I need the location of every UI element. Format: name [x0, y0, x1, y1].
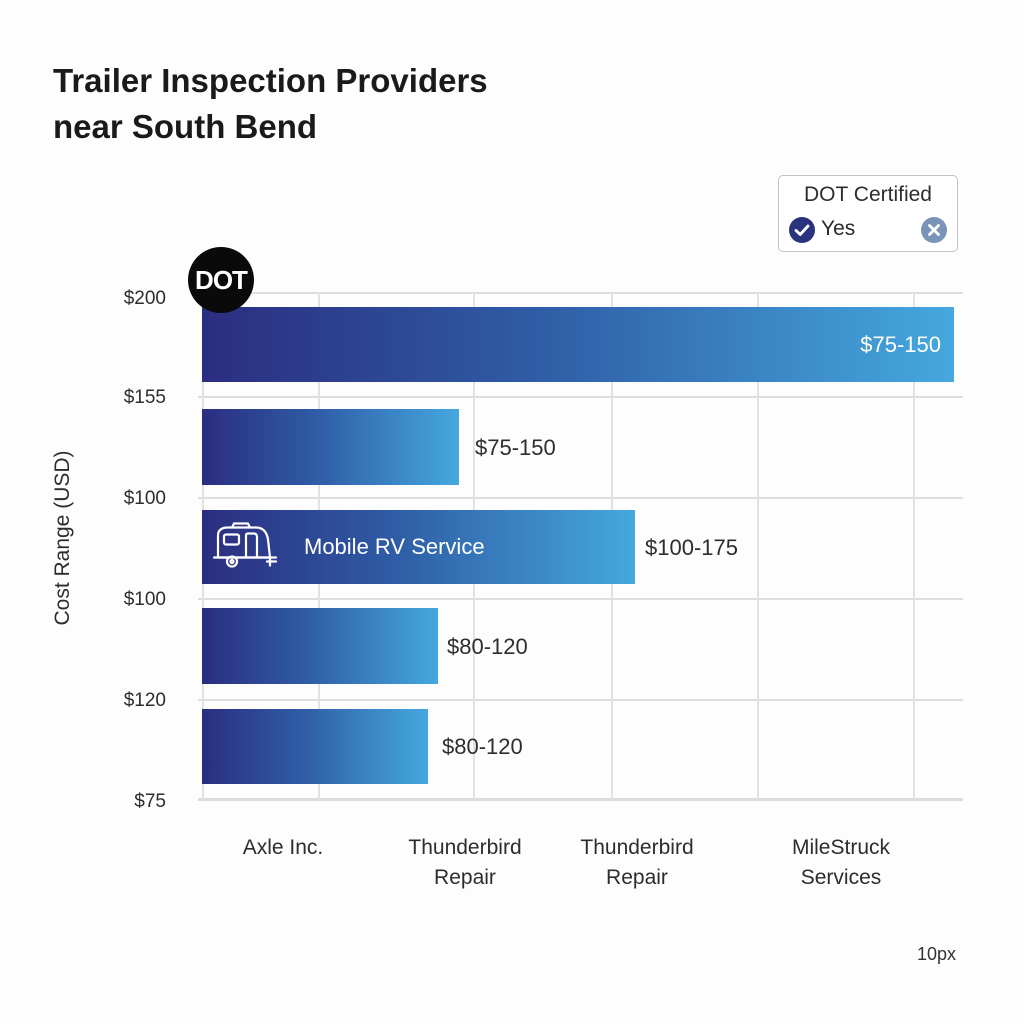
x-tick-label: MileStruck Services	[791, 836, 891, 889]
gridline	[198, 396, 963, 398]
gridline	[757, 292, 759, 800]
gridline	[913, 292, 915, 800]
x-axis-baseline	[198, 798, 963, 801]
bar-value-label: $75-150	[475, 435, 556, 460]
chart-title-line-2: near South Bend	[53, 108, 318, 145]
y-tick-label: $200	[123, 288, 166, 309]
bar-2[interactable]	[202, 409, 459, 485]
bar-1[interactable]: $75-150	[202, 307, 954, 382]
bar-value-label: $80-120	[442, 734, 523, 759]
y-tick-label: $100	[123, 488, 166, 509]
x-circle-icon	[921, 217, 947, 243]
chart-title-line-1: Trailer Inspection Providers	[53, 62, 488, 99]
x-tick-label: Thunderbird Repair	[408, 836, 522, 889]
y-tick-label: $75	[134, 791, 166, 812]
dot-badge: DOT	[188, 247, 254, 313]
bar-value-label: $100-175	[645, 535, 738, 560]
bar-4[interactable]	[202, 608, 438, 684]
bar-3[interactable]: Mobile RV Service	[202, 510, 635, 584]
bar-5[interactable]	[202, 709, 428, 784]
gridline	[198, 699, 963, 701]
footnote: 10px	[917, 944, 957, 964]
check-circle-icon	[789, 217, 815, 243]
legend-yes-label: Yes	[821, 217, 856, 240]
plot-area: $75-150 $75-150 Mobile RV Service $100-1…	[198, 292, 963, 801]
chart-title: Trailer Inspection Providers near South …	[53, 58, 653, 150]
y-tick-label: $100	[123, 589, 166, 610]
x-tick-label: Axle Inc.	[242, 836, 324, 859]
x-tick-label: Thunderbird Repair	[580, 836, 694, 889]
rv-trailer-icon	[212, 520, 278, 575]
y-axis-label: Cost Range (USD)	[51, 450, 74, 626]
y-tick-label: $120	[123, 690, 166, 711]
gridline	[198, 497, 963, 499]
bar-inner-label: Mobile RV Service	[304, 534, 485, 559]
legend: DOT Certified Yes	[778, 175, 958, 252]
legend-title: DOT Certified	[804, 183, 932, 206]
gridline	[198, 292, 963, 294]
bar-value-label: $75-150	[860, 331, 941, 357]
gridline	[198, 598, 963, 600]
bar-value-label: $80-120	[447, 634, 528, 659]
y-tick-label: $155	[123, 387, 166, 408]
